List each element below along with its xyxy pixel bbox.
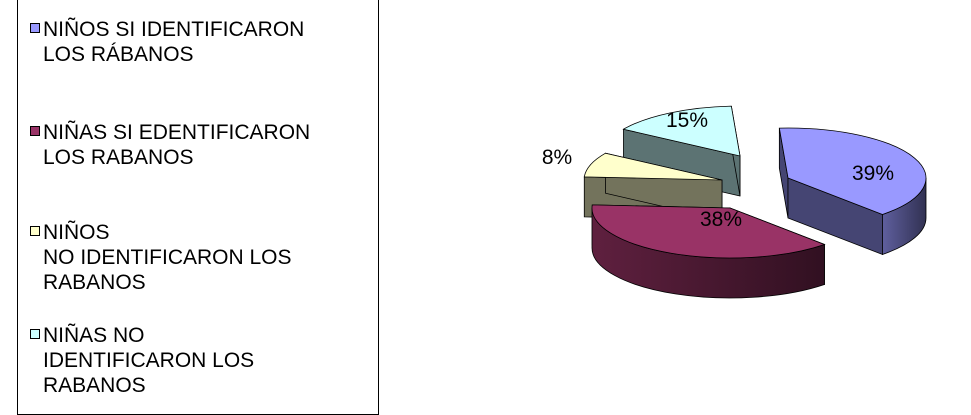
chart-legend: NIÑOS SI IDENTIFICARON LOS RÁBANOS NIÑAS… <box>17 0 379 415</box>
data-label: 8% <box>542 146 572 169</box>
data-label: 39% <box>852 162 894 185</box>
pie-slice <box>778 127 927 256</box>
legend-label: NIÑOS SI IDENTIFICARON LOS RÁBANOS <box>43 18 305 66</box>
legend-swatch <box>30 329 40 339</box>
legend-label: NIÑOS NO IDENTIFICARON LOS RABANOS <box>43 221 292 294</box>
legend-swatch <box>30 126 40 136</box>
pie-slice <box>591 204 826 299</box>
legend-label: NIÑAS SI EDENTIFICARON LOS RABANOS <box>43 121 311 169</box>
data-label: 38% <box>700 208 742 231</box>
legend-label: NIÑAS NO IDENTIFICARON LOS RABANOS <box>43 324 255 397</box>
data-label: 15% <box>666 109 708 132</box>
legend-swatch <box>30 23 40 33</box>
legend-swatch <box>30 226 40 236</box>
